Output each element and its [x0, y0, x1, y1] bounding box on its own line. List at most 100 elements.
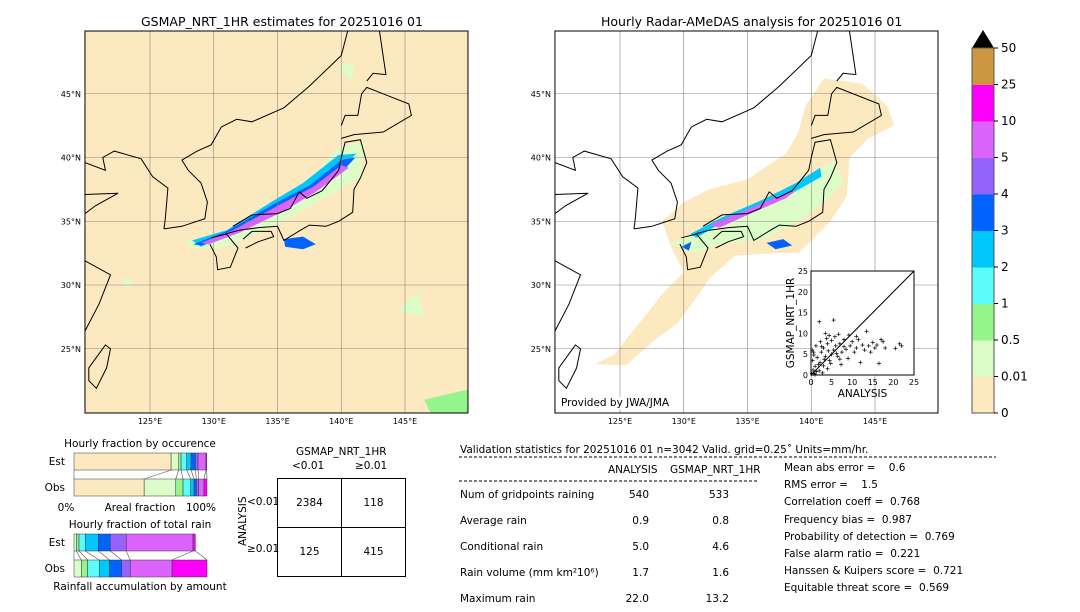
colorbar-segment: [972, 340, 994, 377]
category-label: Obs: [45, 563, 65, 575]
score-item: Frequency bias = 0.987: [784, 513, 912, 526]
score-item: RMS error = 1.5: [784, 479, 878, 492]
fraction-segment: [197, 452, 207, 471]
segment-connector: [195, 550, 208, 561]
scatter-point: [844, 347, 849, 352]
segment-connector: [195, 469, 197, 480]
scatter-point: [862, 348, 867, 353]
scatter-x-tick: 5: [829, 378, 834, 387]
lon-tick-label: 130°E: [672, 417, 696, 426]
map-frame: [84, 30, 469, 414]
scatter-point: [829, 338, 834, 343]
fraction-segment: [121, 559, 131, 578]
lat-tick-label: 25°N: [61, 345, 81, 354]
stat-label: Average rain: [460, 515, 527, 527]
fraction-segment: [171, 559, 208, 578]
scatter-xlabel: ANALYSIS: [838, 388, 888, 400]
coastline-shikoku: [242, 230, 275, 249]
x-tick-0: 0%: [58, 502, 75, 514]
fraction-segment: [178, 452, 182, 471]
lat-tick-label: 25°N: [531, 345, 551, 354]
scatter-ylabel: GSMAP_NRT_1HR: [785, 278, 797, 369]
scatter-point: [866, 343, 871, 348]
coastline-shikoku: [712, 230, 745, 249]
rain-xlabel: Rainfall accumulation by amount: [53, 581, 226, 593]
stat-gsmap-value: 0.8: [712, 515, 729, 527]
lat-tick-label: 35°N: [531, 217, 551, 226]
fraction-segment: [205, 452, 207, 471]
lon-tick-label: 140°E: [799, 417, 823, 426]
scatter-point: [822, 357, 827, 362]
scatter-point: [819, 344, 824, 349]
category-label: Est: [49, 456, 65, 468]
stat-analysis-value: 540: [628, 489, 649, 501]
col-header-ge: ≥0.01: [355, 460, 388, 472]
scatter-point: [809, 371, 814, 376]
fraction-segment: [73, 533, 77, 552]
scatter-y-tick: 5: [803, 350, 808, 359]
scatter-point: [872, 345, 877, 350]
scatter-point: [825, 341, 830, 346]
coastline-sakhalin: [836, 31, 857, 82]
stat-gsmap-value: 4.6: [712, 541, 729, 553]
scatter-point: [820, 370, 825, 375]
segment-connector: [85, 550, 100, 561]
colorbar: 0 0.01 0.5 1 2 3 4 5 10 25 50: [971, 30, 1028, 420]
rain-area: [424, 389, 468, 413]
fraction-segment: [87, 559, 100, 578]
rain-area: [337, 61, 354, 81]
colorbar-tick-label: 10: [1001, 114, 1016, 128]
scatter-point: [848, 343, 853, 348]
score-item: Mean abs error = 0.6: [784, 462, 906, 474]
stat-label: Num of gridpoints raining: [460, 489, 595, 501]
fraction-segment: [73, 478, 145, 497]
scatter-point: [870, 340, 875, 345]
scatter-point: [811, 368, 816, 373]
fraction-segment: [73, 452, 172, 471]
colorbar-tick-label: 4: [1001, 187, 1009, 201]
scatter-point: [831, 318, 836, 323]
row-header-lt: <0.01: [247, 496, 280, 508]
scatter-point: [893, 346, 898, 351]
scatter-point: [825, 366, 830, 371]
scatter-point: [881, 339, 886, 344]
fraction-segment: [198, 478, 205, 497]
scatter-y-tick: 0: [803, 371, 808, 380]
colorbar-segment: [972, 194, 994, 231]
scatter-point: [813, 364, 818, 369]
segment-connector: [110, 550, 122, 561]
scatter-point: [827, 358, 832, 363]
segment-connector: [144, 469, 172, 480]
rain-area: [681, 241, 692, 251]
lon-tick-label: 140°E: [329, 417, 353, 426]
rain-area: [201, 165, 349, 245]
colorbar-segment: [972, 267, 994, 304]
cell-false-alarm: 118: [341, 478, 406, 528]
scatter-point: [856, 337, 861, 342]
colorbar-tick-label: 1: [1001, 297, 1009, 311]
scatter-point: [860, 343, 865, 348]
scatter-point: [811, 350, 816, 355]
scatter-point: [839, 350, 844, 355]
coastline-hokkaido: [340, 86, 412, 139]
scatter-point: [824, 336, 829, 341]
fraction-segment: [76, 533, 80, 552]
coastline-shandong: [554, 192, 589, 214]
scatter-point: [854, 345, 859, 350]
occurrence-fraction-chart: Est Obs Hourly fraction by occurence 0% 100%…: [45, 438, 216, 514]
coastline-russia: [221, 31, 349, 128]
lat-tick-label: 45°N: [531, 90, 551, 99]
lat-tick-label: 30°N: [531, 281, 551, 290]
colorbar-segment: [972, 84, 994, 122]
scatter-point: [821, 363, 826, 368]
lat-tick-label: 30°N: [61, 281, 81, 290]
fraction-segment: [109, 533, 127, 552]
scatter-x-tick: 20: [888, 378, 898, 387]
colorbar-tick-label: 25: [1001, 78, 1016, 92]
stat-analysis-value: 0.9: [632, 515, 649, 527]
coastline-mainland: [554, 150, 639, 229]
lon-tick-label: 130°E: [202, 417, 226, 426]
row-header-ge: ≥0.01: [247, 543, 280, 555]
